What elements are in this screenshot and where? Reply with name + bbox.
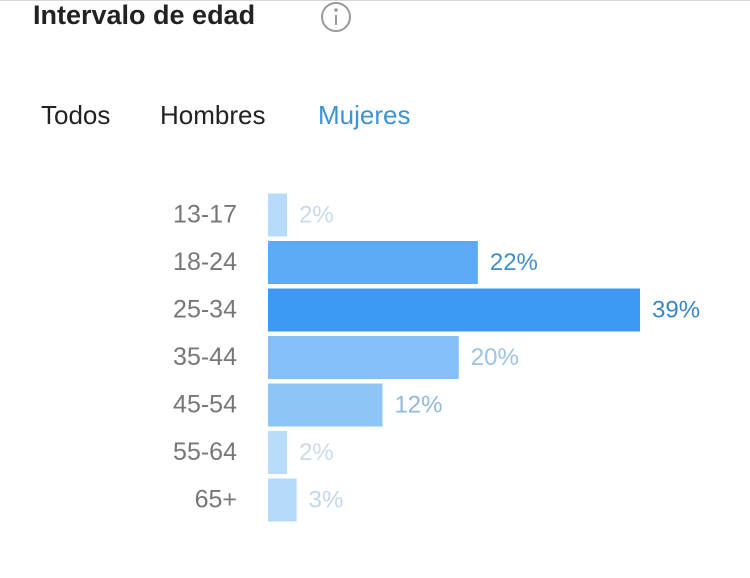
category-label: 35-44 (173, 343, 237, 371)
bar (268, 288, 640, 332)
value-label: 39% (652, 296, 700, 323)
value-label: 2% (299, 439, 334, 466)
value-label: 12% (394, 391, 442, 418)
bar (268, 478, 297, 522)
tab[interactable]: Mujeres (318, 100, 410, 130)
section-title: Intervalo de edad (33, 0, 255, 30)
info-icon[interactable] (321, 2, 351, 32)
bar (268, 431, 288, 474)
value-label: 20% (471, 344, 519, 371)
category-label: 65+ (195, 486, 237, 514)
bar (268, 336, 459, 379)
bar (268, 383, 383, 427)
category-label: 45-54 (173, 391, 237, 419)
value-label: 22% (490, 249, 538, 276)
tab[interactable]: Hombres (160, 100, 265, 130)
category-label: 18-24 (173, 248, 237, 276)
category-label: 25-34 (173, 296, 237, 324)
bar (268, 193, 288, 237)
value-label: 3% (309, 486, 344, 513)
value-label: 2% (299, 201, 334, 228)
bar (268, 241, 478, 284)
category-label: 13-17 (173, 201, 237, 229)
tab[interactable]: Todos (41, 100, 110, 130)
category-label: 55-64 (173, 438, 237, 466)
